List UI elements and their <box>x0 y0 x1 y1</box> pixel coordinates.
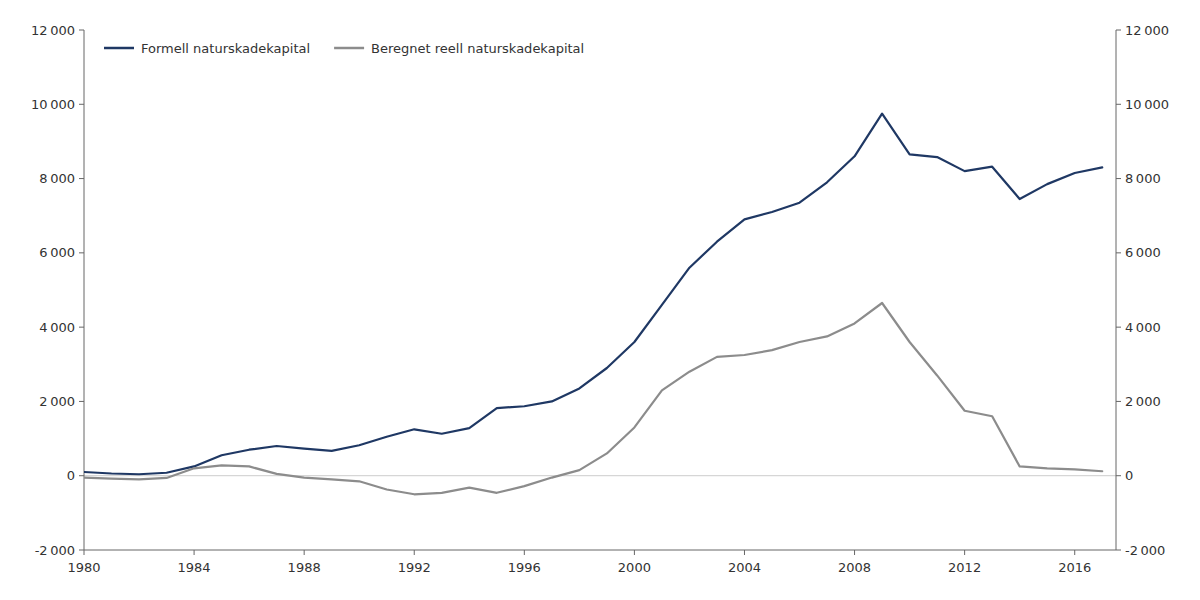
y-tick <box>79 327 84 328</box>
y2-axis-line <box>1116 30 1117 550</box>
y2-tick-label: 10 000 <box>1125 97 1169 112</box>
y2-tick-label: 0 <box>1125 468 1133 483</box>
x-tick-label: 1992 <box>398 560 431 575</box>
legend-label: Beregnet reell naturskadekapital <box>371 41 584 56</box>
y2-tick <box>1116 401 1121 402</box>
legend-swatch <box>104 47 134 50</box>
x-tick-label: 1996 <box>508 560 541 575</box>
x-tick <box>634 550 635 555</box>
x-tick-label: 2016 <box>1058 560 1091 575</box>
y-tick-label: 0 <box>67 468 75 483</box>
y2-tick <box>1116 178 1121 179</box>
y-tick <box>79 178 84 179</box>
y2-tick-label: -2 000 <box>1125 543 1165 558</box>
x-tick <box>524 550 525 555</box>
y-tick <box>79 550 84 551</box>
y2-tick-label: 8 000 <box>1125 171 1161 186</box>
legend-item: Beregnet reell naturskadekapital <box>334 41 584 56</box>
legend-swatch <box>334 47 364 50</box>
y-tick <box>79 475 84 476</box>
y2-tick-label: 4 000 <box>1125 320 1161 335</box>
y-tick <box>79 401 84 402</box>
zero-line <box>84 475 1116 476</box>
y-tick-label: 2 000 <box>39 394 75 409</box>
y-tick-label: -2 000 <box>35 543 75 558</box>
y2-tick-label: 12 000 <box>1125 23 1169 38</box>
x-axis-line <box>84 550 1116 551</box>
background <box>0 0 1200 600</box>
x-tick <box>854 550 855 555</box>
legend-label: Formell naturskadekapital <box>141 41 310 56</box>
y2-tick <box>1116 252 1121 253</box>
x-tick <box>84 550 85 555</box>
series-line <box>84 303 1102 494</box>
x-tick-label: 1980 <box>67 560 100 575</box>
y-tick-label: 6 000 <box>39 245 75 260</box>
x-tick <box>964 550 965 555</box>
y-tick-label: 8 000 <box>39 171 75 186</box>
y2-tick <box>1116 30 1121 31</box>
x-tick-label: 1988 <box>288 560 321 575</box>
x-tick <box>194 550 195 555</box>
x-tick <box>304 550 305 555</box>
series-line <box>84 114 1102 475</box>
y2-tick <box>1116 550 1121 551</box>
x-tick-label: 2004 <box>728 560 761 575</box>
y2-tick-label: 2 000 <box>1125 394 1161 409</box>
y2-tick-label: 6 000 <box>1125 245 1161 260</box>
x-tick-label: 2000 <box>618 560 651 575</box>
x-tick <box>1074 550 1075 555</box>
y-tick <box>79 252 84 253</box>
y2-tick <box>1116 104 1121 105</box>
y-tick-label: 12 000 <box>31 23 75 38</box>
y2-tick <box>1116 475 1121 476</box>
y-tick <box>79 30 84 31</box>
x-tick <box>414 550 415 555</box>
x-tick-label: 2012 <box>948 560 981 575</box>
x-tick-label: 1984 <box>178 560 211 575</box>
x-tick <box>744 550 745 555</box>
y2-tick <box>1116 327 1121 328</box>
y-tick-label: 10 000 <box>31 97 75 112</box>
y-tick <box>79 104 84 105</box>
y-tick-label: 4 000 <box>39 320 75 335</box>
legend-item: Formell naturskadekapital <box>104 41 310 56</box>
chart: 1980 1984 1988 1992 1996 2000 2004 2008 2012 2016… <box>0 0 1200 600</box>
x-tick-label: 2008 <box>838 560 871 575</box>
plot-area <box>84 114 1102 495</box>
legend: Formell naturskadekapital Beregnet reell … <box>104 41 584 56</box>
